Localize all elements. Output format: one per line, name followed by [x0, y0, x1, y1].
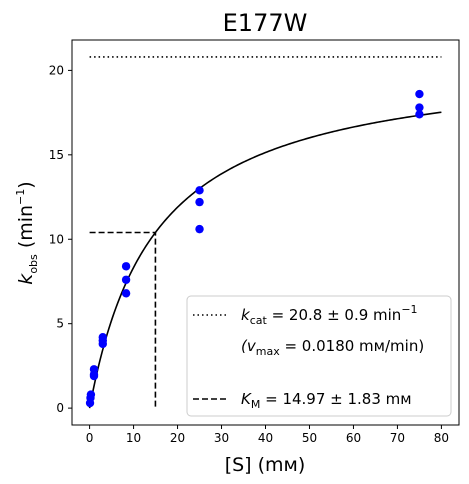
- x-axis-label: [S] (mм): [225, 454, 306, 476]
- data-point: [98, 332, 107, 342]
- x-tick-label: 60: [346, 431, 361, 445]
- chart-title: E177W: [223, 9, 308, 37]
- y-axis-label-unit: (min: [15, 205, 37, 254]
- km-reference-line: [89, 231, 157, 409]
- data-point: [415, 110, 424, 119]
- data-point: [86, 390, 96, 399]
- x-tick-label: 20: [170, 431, 185, 445]
- data-point: [195, 186, 204, 195]
- data-point: [415, 103, 424, 112]
- legend: kcat = 20.8 ± 0.9 min−1 (vmax = 0.0180 m…: [186, 295, 452, 417]
- x-tick-label: 50: [302, 431, 317, 445]
- y-axis-label-close: ): [15, 181, 37, 188]
- y-tick-label: 10: [49, 232, 64, 246]
- legend-km-label: KM = 14.97 ± 1.83 mм: [241, 390, 412, 411]
- data-point: [195, 197, 204, 207]
- y-tick-label: 5: [56, 317, 64, 331]
- data-point: [415, 89, 424, 99]
- data-point: [121, 289, 131, 298]
- data-points: [85, 89, 424, 408]
- data-point: [195, 224, 204, 234]
- y-axis-ticks: 0 5 10 15 20: [49, 63, 72, 415]
- legend-vmax-label: (vmax = 0.0180 mм/min): [241, 337, 424, 358]
- data-point: [121, 275, 131, 284]
- x-tick-label: 80: [434, 431, 449, 445]
- x-tick-label: 10: [126, 431, 141, 445]
- data-point: [89, 365, 99, 374]
- legend-kcat-label: kcat = 20.8 ± 0.9 min−1: [241, 303, 418, 327]
- y-axis-label-sup: −1: [14, 189, 27, 205]
- y-tick-label: 15: [49, 148, 64, 162]
- y-tick-label: 0: [56, 401, 64, 415]
- x-axis-ticks: 0 10 20 30 40 50 60 70 80: [86, 425, 449, 445]
- x-tick-label: 30: [214, 431, 229, 445]
- y-axis-label-k: k: [15, 273, 37, 285]
- y-axis-label: kobs (min−1): [14, 181, 40, 284]
- x-tick-label: 40: [258, 431, 273, 445]
- data-point: [121, 262, 131, 271]
- legend-box: [186, 295, 452, 417]
- y-tick-label: 20: [49, 63, 64, 77]
- x-tick-label: 0: [86, 431, 94, 445]
- y-axis-label-sub: obs: [27, 254, 40, 274]
- x-tick-label: 70: [390, 431, 405, 445]
- fit-curve: [88, 111, 442, 409]
- fit-curve-group: [88, 111, 442, 409]
